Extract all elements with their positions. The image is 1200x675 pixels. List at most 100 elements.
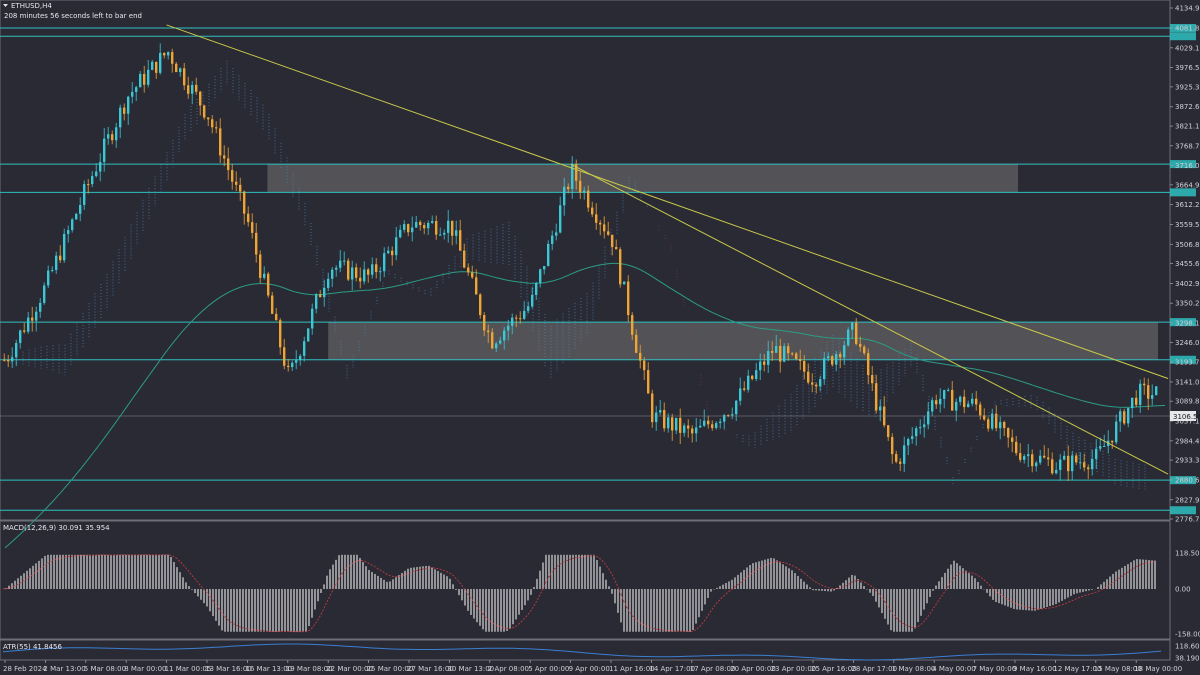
bear-candle (599, 222, 602, 225)
bear-candle (359, 277, 362, 282)
time-tick-label: 13 Mar 16:00 (205, 665, 252, 673)
bull-candle (735, 400, 738, 415)
trendline[interactable] (570, 163, 1169, 475)
bull-candle (335, 267, 338, 270)
bear-candle (787, 346, 790, 354)
symbol-menu[interactable]: ETHUSD,H4 (3, 2, 52, 10)
bear-candle (59, 255, 62, 261)
atr-pane[interactable] (0, 639, 1171, 661)
bear-candle (871, 375, 874, 384)
bull-candle (107, 134, 110, 139)
bull-candle (755, 370, 758, 379)
current-price-tag (1170, 411, 1196, 421)
bear-candle (1047, 457, 1050, 460)
bear-candle (631, 315, 634, 335)
bear-candle (215, 127, 218, 129)
price-tick-label: 3455.65 (1175, 260, 1200, 268)
price-tick-label: 4029.15 (1175, 44, 1200, 52)
bear-candle (603, 224, 606, 232)
bear-candle (611, 234, 614, 247)
bear-candle (155, 61, 158, 73)
time-tick-label: 28 Apr 17:00 (851, 665, 897, 673)
bear-candle (627, 281, 630, 316)
price-tick-label: 3298.10 (1175, 319, 1200, 327)
bull-candle (547, 243, 550, 267)
bear-candle (519, 318, 522, 320)
bear-candle (491, 332, 494, 349)
moving-average-line (4, 262, 1166, 549)
bear-candle (471, 272, 474, 278)
bear-candle (803, 360, 806, 372)
price-tick-label: 3141.00 (1175, 378, 1200, 386)
bull-candle (191, 84, 194, 94)
bull-candle (955, 401, 958, 411)
bull-candle (1151, 395, 1154, 399)
bear-candle (163, 52, 166, 56)
level-tag (1170, 32, 1196, 41)
bull-candle (427, 222, 430, 229)
bear-candle (259, 254, 262, 278)
bull-candle (495, 343, 498, 349)
time-tick-label: 18 May 00:00 (1134, 665, 1182, 673)
bear-candle (771, 351, 774, 353)
atr-line (2, 643, 1162, 661)
bear-candle (271, 295, 274, 314)
price-tick-label: 3821.15 (1175, 123, 1200, 131)
bear-candle (199, 91, 202, 106)
bull-candle (115, 127, 118, 141)
bull-candle (903, 445, 906, 464)
bull-candle (159, 52, 162, 73)
bear-candle (839, 354, 842, 358)
bear-candle (487, 330, 490, 333)
bull-candle (83, 184, 86, 205)
bear-candle (663, 410, 666, 429)
bear-candle (891, 437, 894, 455)
bear-candle (711, 424, 714, 428)
bull-candle (971, 398, 974, 404)
bull-candle (1035, 462, 1038, 467)
bear-candle (407, 224, 410, 233)
bear-candle (1147, 385, 1150, 399)
bull-candle (555, 232, 558, 236)
level-tag (1170, 506, 1196, 515)
bull-candle (411, 227, 414, 233)
bull-candle (559, 205, 562, 233)
bull-candle (55, 255, 58, 270)
bear-candle (355, 267, 358, 278)
price-tick-label: 3193.70 (1175, 359, 1200, 367)
bear-candle (267, 273, 270, 296)
time-tick-label: 11 Mar 00:05 (165, 665, 212, 673)
trendline[interactable] (166, 24, 1169, 379)
bear-candle (287, 365, 290, 368)
bear-candle (575, 163, 578, 181)
bear-candle (1067, 455, 1070, 472)
bull-candle (919, 427, 922, 429)
bull-candle (827, 356, 830, 359)
bear-candle (423, 225, 426, 229)
bull-candle (395, 237, 398, 256)
bull-candle (79, 204, 82, 214)
time-tick-label: 23 Apr 00:00 (771, 665, 817, 673)
bull-candle (507, 325, 510, 331)
bull-candle (71, 219, 74, 231)
price-pane[interactable] (0, 0, 1171, 521)
bull-candle (1119, 411, 1122, 422)
bull-candle (915, 428, 918, 437)
bull-candle (907, 439, 910, 446)
bull-candle (315, 294, 318, 309)
price-tick-label: 3089.85 (1175, 398, 1200, 406)
bear-candle (995, 413, 998, 429)
macd-pane[interactable] (0, 520, 1171, 640)
bear-candle (143, 73, 146, 85)
bull-candle (571, 163, 574, 189)
bear-candle (1087, 467, 1090, 470)
bear-candle (1003, 422, 1006, 429)
bull-candle (851, 322, 854, 330)
bear-candle (187, 85, 190, 94)
bull-candle (675, 417, 678, 431)
level-tag (1170, 318, 1196, 327)
bull-candle (667, 417, 670, 429)
price-tick-label: 3925.30 (1175, 83, 1200, 91)
dropdown-triangle-icon[interactable] (3, 4, 8, 7)
